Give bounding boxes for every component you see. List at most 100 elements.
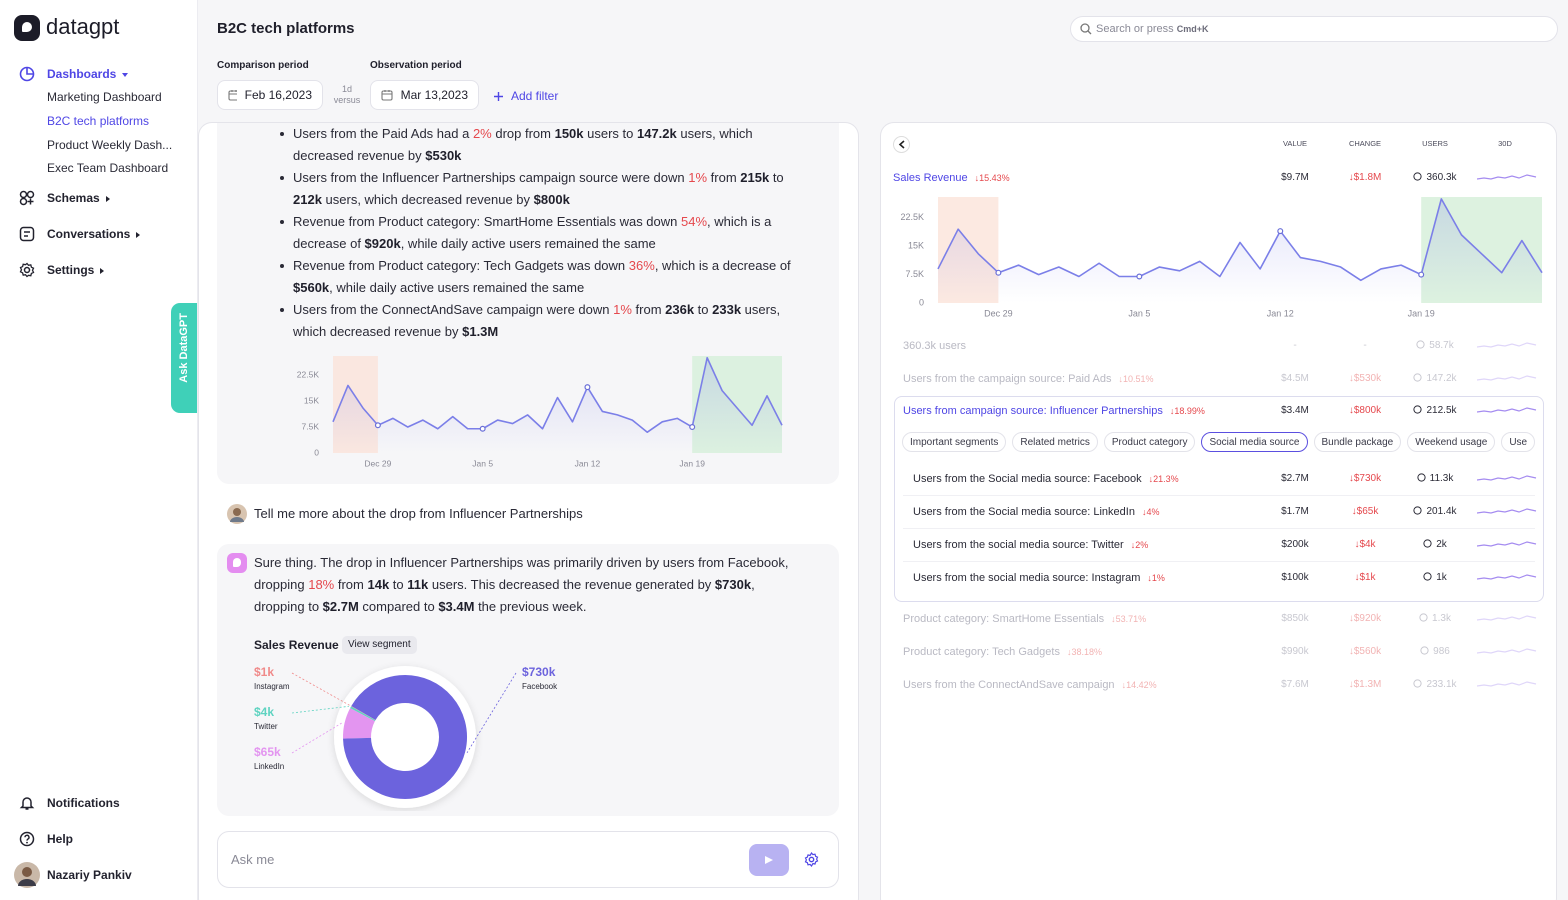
text-run: , which is a decrease of [293, 214, 772, 251]
text-run: users to [583, 126, 637, 141]
chat-input[interactable] [217, 831, 839, 888]
text-run: users, which decreased revenue by [293, 126, 753, 163]
help-nav[interactable]: Help [47, 832, 74, 846]
text-run: Revenue from Product category: SmartHome… [293, 214, 682, 229]
metric-users: 58.7k [1395, 338, 1475, 354]
y-tick-label: 22.5K [900, 212, 924, 222]
y-tick-label: 0 [314, 447, 319, 457]
notifications-nav[interactable]: Notifications [47, 796, 120, 810]
leader-line [291, 722, 343, 754]
segment-tab[interactable]: Important segments [902, 432, 1007, 452]
search-shortcut: Cmd+K [1176, 24, 1209, 34]
leader-line [466, 672, 517, 753]
dashboard-link[interactable]: B2C tech platforms [47, 114, 150, 128]
text-run: Users from the ConnectAndSave campaign w… [293, 302, 614, 317]
metric-value: $990k [1281, 646, 1309, 657]
sparkline-line [1477, 375, 1537, 381]
donut-chart: $1k Instagram $4k Twitter $65k LinkedIn $730k F… [254, 665, 558, 808]
change-percent: ↓1% [1147, 573, 1165, 583]
settings-nav[interactable]: Settings [47, 262, 105, 278]
metric-value: $4.5M [1281, 373, 1309, 384]
line [332, 356, 783, 434]
bold-value: $920k [364, 236, 401, 251]
column-header: USERS [1422, 139, 1448, 148]
category-label: LinkedIn [254, 762, 284, 771]
change-percent: ↓4% [1141, 507, 1160, 517]
sparkline-line [1477, 574, 1537, 580]
row-name: Sales Revenue ↓15.43% [893, 170, 1010, 186]
dashboard-link[interactable]: Marketing Dashboard [47, 90, 162, 104]
text-run: users. This decreased the revenue genera… [428, 577, 715, 592]
schemas-nav[interactable]: Schemas [47, 190, 110, 206]
row-divider [903, 528, 1535, 529]
dashboard-link[interactable]: Exec Team Dashboard [47, 161, 169, 175]
metric-change: ↓$530k [1348, 373, 1382, 384]
input-placeholder: Ask me [231, 852, 275, 867]
segment-tab[interactable]: Social media source [1201, 432, 1308, 452]
versus-bottom: versus [333, 95, 361, 105]
highlight: 1% [688, 170, 708, 185]
point [479, 425, 486, 432]
metric-name: Users from the campaign source: Paid Ads [903, 373, 1112, 385]
metric-users: 201.4k [1395, 504, 1475, 520]
text-run: , dropping to [254, 577, 755, 614]
users-count: 147.2k [1426, 373, 1457, 384]
nav-label: Settings [47, 263, 95, 277]
y-tick-label: 15K [304, 395, 319, 405]
change-percent: ↓14.42% [1121, 680, 1157, 690]
add-filter[interactable]: Add filter [494, 88, 558, 104]
metric-change: ↓$920k [1348, 613, 1382, 624]
focus-box [894, 396, 1544, 602]
metric-users: 2k [1395, 537, 1475, 553]
nav-label: Schemas [47, 191, 100, 205]
segment-tab[interactable]: Use [1501, 432, 1536, 452]
highlight: 18% [308, 577, 335, 592]
change-percent: ↓21.3% [1148, 474, 1179, 484]
metric-name: Product category: SmartHome Essentials [903, 613, 1105, 625]
row-name: Users from the Social media source: Face… [913, 471, 1179, 487]
value-label: $730k [522, 665, 556, 679]
donut-segment [350, 706, 376, 722]
send-button[interactable] [749, 844, 789, 876]
row-name: Users from the social media source: Twit… [913, 537, 1148, 553]
metric-value: $2.7M [1281, 473, 1309, 484]
back-button[interactable] [893, 136, 910, 153]
x-tick-label: Jan 5 [1128, 308, 1150, 318]
users-count: 360.3k [1426, 172, 1457, 183]
view-segment[interactable]: View segment [342, 636, 417, 654]
dashboards-nav[interactable]: Dashboards [47, 66, 129, 82]
sparkline [1477, 375, 1537, 381]
change-percent: ↓2% [1130, 540, 1149, 550]
change-percent: ↓10.51% [1118, 374, 1154, 384]
observation-date[interactable]: Mar 13,2023 [370, 80, 479, 110]
comparison-date[interactable]: Feb 16,2023 [217, 80, 323, 110]
segment-tab[interactable]: Weekend usage [1407, 432, 1496, 452]
metric-users: 11.3k [1395, 471, 1475, 487]
calendar-icon [381, 90, 393, 101]
dashboard-link[interactable]: Product Weekly Dash... [47, 138, 173, 152]
metric-value: $3.4M [1281, 405, 1309, 416]
x-tick-label: Jan 19 [679, 458, 705, 468]
sparkline-line [1477, 475, 1537, 481]
sparkline [1477, 648, 1537, 654]
segment-tab[interactable]: Bundle package [1313, 432, 1402, 452]
users-count: 58.7k [1429, 340, 1454, 351]
metric-name: Sales Revenue [893, 172, 968, 184]
ask-tab[interactable]: Ask DataGPT [171, 303, 197, 413]
text-run: users, which decreased revenue by [321, 192, 534, 207]
settings-button[interactable] [804, 852, 819, 867]
metric-change: ↓$65k [1351, 506, 1379, 517]
segment-tab[interactable]: Product category [1103, 432, 1196, 452]
search-box[interactable]: Search or press Cmd+K [1070, 16, 1558, 42]
sparkline-line [1477, 407, 1537, 413]
value-label: $4k [254, 705, 274, 719]
conversations-nav[interactable]: Conversations [47, 226, 141, 242]
bold-value: 236k [665, 302, 695, 317]
row-name: Users from the Social media source: Link… [913, 504, 1159, 520]
user-name[interactable]: Nazariy Pankiv [47, 868, 132, 882]
reply-card [217, 544, 839, 816]
line-chart: 0 7.5K 15K 22.5K Dec 29 Jan 5 Jan 12 Jan 19 [297, 356, 783, 468]
search-placeholder: Search or press Cmd+K [1096, 21, 1208, 37]
segment-tab[interactable]: Related metrics [1012, 432, 1098, 452]
donut-title: Sales Revenue [254, 638, 339, 652]
